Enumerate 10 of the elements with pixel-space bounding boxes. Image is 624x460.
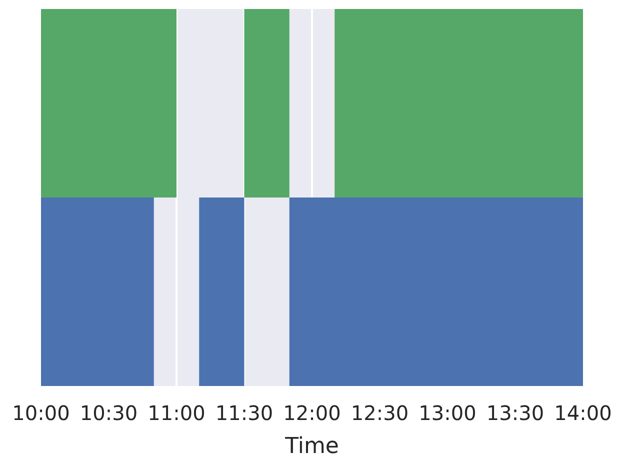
x-tick-label: 13:00 bbox=[418, 401, 476, 425]
x-axis-title: Time bbox=[284, 434, 339, 459]
x-tick-label: 11:00 bbox=[148, 401, 206, 425]
x-tick-label: 14:00 bbox=[554, 401, 612, 425]
x-tick-label: 10:30 bbox=[80, 401, 138, 425]
x-tick-label: 13:30 bbox=[486, 401, 544, 425]
x-tick-label: 11:30 bbox=[215, 401, 274, 425]
x-tick-label: 10:00 bbox=[12, 401, 70, 425]
x-tick-label: 12:00 bbox=[283, 401, 341, 425]
x-tick-label: 12:30 bbox=[350, 401, 409, 425]
